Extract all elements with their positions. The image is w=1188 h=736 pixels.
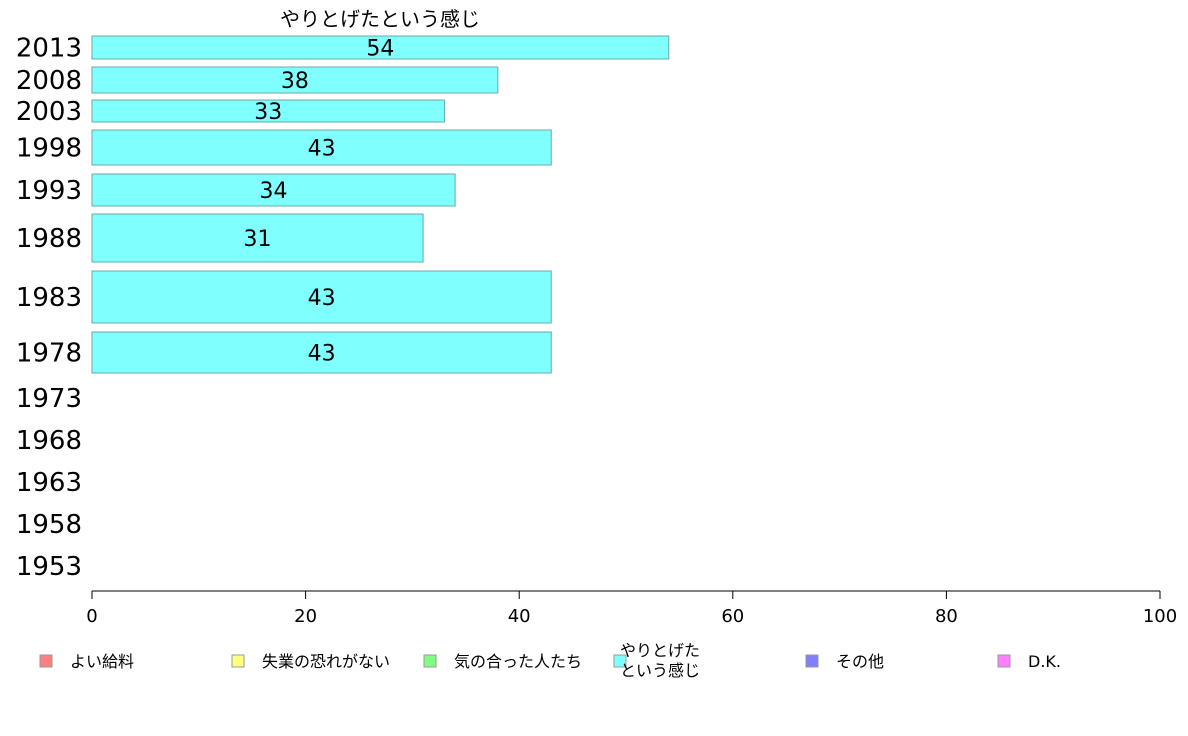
x-tick-label-100: 100 xyxy=(1143,606,1177,627)
bar-2013 xyxy=(91,35,670,60)
category-label-2013: 2013 xyxy=(16,34,82,64)
legend-swatch xyxy=(39,654,53,668)
bar-1993 xyxy=(91,173,456,207)
category-label-1993: 1993 xyxy=(16,176,82,206)
legend-item-2: 気の合った人たち xyxy=(423,652,582,671)
x-tick-label-80: 80 xyxy=(935,606,958,627)
legend-item-4: その他 xyxy=(805,652,884,671)
chart-title: やりとげたという感じ xyxy=(280,7,480,31)
category-label-1963: 1963 xyxy=(16,468,82,498)
category-label-1978: 1978 xyxy=(16,339,82,369)
bar-value-label-2003: 33 xyxy=(254,100,282,125)
category-label-2008: 2008 xyxy=(16,66,82,96)
legend-swatch xyxy=(613,654,627,668)
legend-swatch xyxy=(997,654,1011,668)
bar-2008 xyxy=(91,66,499,94)
legend: よい給料 失業の恐れがない 気の合った人たち やりとげたという感じ その他 D.K. xyxy=(39,641,1061,680)
bars-layer: 54 38 33 43 34 31 43 43 xyxy=(91,35,670,374)
legend-label: よい給料 xyxy=(70,652,134,671)
legend-label: 気の合った人たち xyxy=(454,652,582,671)
legend-swatch xyxy=(231,654,245,668)
category-label-1953: 1953 xyxy=(16,552,82,582)
x-tick-label-40: 40 xyxy=(508,606,531,627)
bar-value-label-2013: 54 xyxy=(366,37,394,62)
bar-1998 xyxy=(91,129,552,166)
legend-item-5: D.K. xyxy=(997,652,1061,671)
bar-2003 xyxy=(91,99,445,123)
legend-label: という感じ xyxy=(620,661,700,680)
legend-label: やりとげた xyxy=(620,641,700,660)
category-label-1988: 1988 xyxy=(16,224,82,254)
x-axis: 0 20 40 60 80 100 xyxy=(86,590,1177,627)
bar-value-label-1993: 34 xyxy=(260,179,288,204)
category-label-1968: 1968 xyxy=(16,426,82,456)
category-label-1958: 1958 xyxy=(16,510,82,540)
legend-label: その他 xyxy=(836,652,884,671)
bar-value-label-2008: 38 xyxy=(281,69,309,94)
legend-label: D.K. xyxy=(1028,652,1061,671)
x-tick-label-20: 20 xyxy=(294,606,317,627)
legend-item-0: よい給料 xyxy=(39,652,134,671)
bar-value-label-1978: 43 xyxy=(308,342,336,367)
legend-swatch xyxy=(423,654,437,668)
legend-label: 失業の恐れがない xyxy=(262,652,390,671)
x-tick-label-60: 60 xyxy=(721,606,744,627)
bar-value-label-1998: 43 xyxy=(308,137,336,162)
x-tick-label-0: 0 xyxy=(86,606,97,627)
legend-item-3: やりとげたという感じ xyxy=(613,641,700,680)
category-label-1973: 1973 xyxy=(16,384,82,414)
legend-swatch xyxy=(805,654,819,668)
bar-1978 xyxy=(91,331,552,374)
bar-1988 xyxy=(91,213,424,263)
bar-1983 xyxy=(91,270,552,324)
bar-value-label-1983: 43 xyxy=(308,286,336,311)
category-label-2003: 2003 xyxy=(16,97,82,127)
category-label-1998: 1998 xyxy=(16,134,82,164)
legend-item-1: 失業の恐れがない xyxy=(231,652,390,671)
bar-value-label-1988: 31 xyxy=(244,227,272,252)
category-label-1983: 1983 xyxy=(16,283,82,313)
